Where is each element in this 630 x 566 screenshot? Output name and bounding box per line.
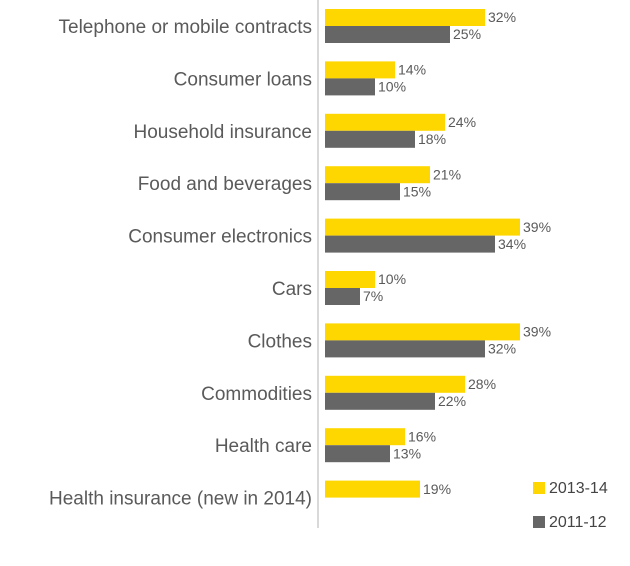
data-label: 39% xyxy=(523,324,551,340)
data-label: 7% xyxy=(363,288,383,304)
data-label: 13% xyxy=(393,445,421,461)
legend-swatch-2013-14 xyxy=(533,482,545,494)
category-label: Cars xyxy=(272,279,312,300)
data-label: 39% xyxy=(523,219,551,235)
category-label: Consumer electronics xyxy=(128,227,312,248)
data-label: 21% xyxy=(433,166,461,182)
bar-2011-12-0 xyxy=(325,26,450,43)
data-label: 14% xyxy=(398,62,426,78)
bar-2013-14-1 xyxy=(325,61,395,79)
data-label: 28% xyxy=(468,376,496,392)
bar-2011-12-8 xyxy=(325,445,390,463)
category-label: Commodities xyxy=(201,384,312,405)
data-label: 32% xyxy=(488,9,516,25)
data-label: 10% xyxy=(378,271,406,287)
data-label: 15% xyxy=(403,183,431,199)
data-label: 24% xyxy=(448,114,476,130)
bar-2013-14-4 xyxy=(325,218,520,236)
category-label: Health insurance (new in 2014) xyxy=(49,489,312,510)
category-label: Consumer loans xyxy=(174,69,312,90)
bar-2013-14-7 xyxy=(325,375,465,393)
bar-2013-14-8 xyxy=(325,428,405,446)
bar-2011-12-2 xyxy=(325,130,415,148)
bar-2011-12-4 xyxy=(325,235,495,253)
data-label: 16% xyxy=(408,428,436,444)
data-label: 22% xyxy=(438,393,466,409)
legend-swatch-2011-12 xyxy=(533,516,545,528)
bar-2011-12-1 xyxy=(325,78,375,96)
data-label: 25% xyxy=(453,26,481,42)
data-label: 19% xyxy=(423,481,451,497)
category-label: Clothes xyxy=(248,331,312,352)
data-label: 10% xyxy=(378,79,406,95)
data-label: 18% xyxy=(418,131,446,147)
category-label: Telephone or mobile contracts xyxy=(59,17,312,38)
legend-label: 2013-14 xyxy=(549,480,608,497)
bar-2013-14-5 xyxy=(325,271,375,288)
category-label: Health care xyxy=(215,436,312,457)
bar-2011-12-7 xyxy=(325,392,435,410)
bar-2011-12-6 xyxy=(325,340,485,358)
bar-2013-14-0 xyxy=(325,9,485,26)
category-label: Food and beverages xyxy=(138,174,312,195)
data-label: 34% xyxy=(498,236,526,252)
bar-2011-12-5 xyxy=(325,288,360,305)
legend: 2013-14 2011-12 xyxy=(533,480,608,531)
bar-2013-14-6 xyxy=(325,323,520,341)
category-label: Household insurance xyxy=(133,122,312,143)
bar-2013-14-9 xyxy=(325,480,420,498)
bar-2011-12-3 xyxy=(325,183,400,201)
bar-2013-14-3 xyxy=(325,166,430,184)
data-label: 32% xyxy=(488,341,516,357)
legend-label: 2011-12 xyxy=(549,514,607,531)
bars-layer: Telephone or mobile contracts 32% 25% Consu… xyxy=(49,9,551,510)
bar-2013-14-2 xyxy=(325,113,445,131)
